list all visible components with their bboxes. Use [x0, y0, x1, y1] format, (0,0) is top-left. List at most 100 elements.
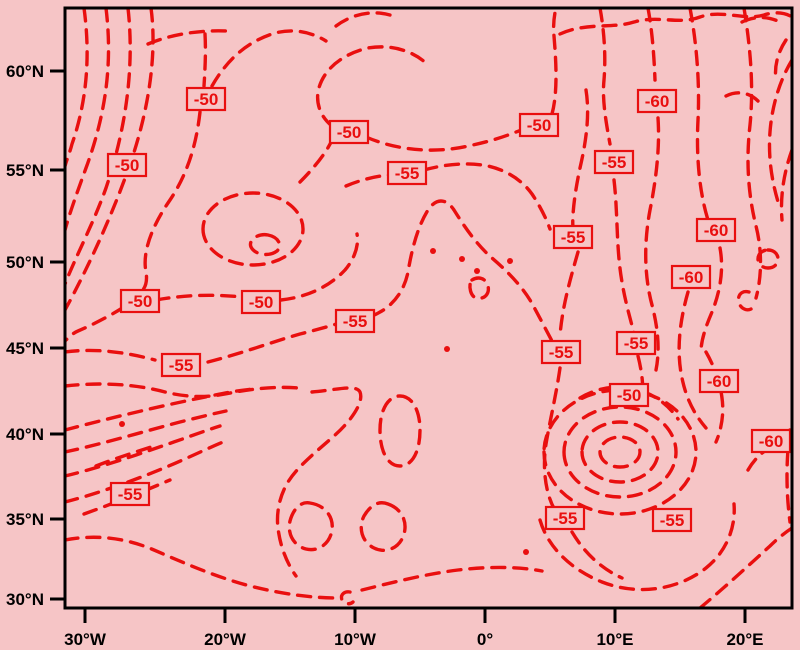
contour-line — [570, 530, 624, 580]
contour-line — [287, 501, 334, 552]
contour-line — [65, 387, 256, 432]
contour-label-text: -50 — [617, 386, 642, 405]
contour-line — [422, 162, 552, 231]
contour-line — [704, 350, 725, 444]
contour-line — [65, 409, 228, 454]
contour-label-text: -55 — [624, 334, 649, 353]
contour-line — [724, 91, 760, 103]
contour-line — [756, 248, 780, 270]
contour-label: -60 — [695, 217, 737, 243]
contour-line — [154, 293, 244, 302]
contour-label-text: -55 — [553, 509, 578, 528]
x-tick-label: 0° — [477, 630, 493, 649]
contour-label: -50 — [106, 152, 148, 178]
contour-label-box — [328, 119, 370, 145]
contour-label-box — [386, 160, 428, 186]
contour-label: -55 — [540, 339, 582, 365]
contour-line — [146, 29, 228, 46]
contour-dot — [430, 248, 436, 254]
contour-line — [210, 29, 328, 88]
contour-line — [699, 246, 724, 354]
y-tick-label: 40°N — [6, 425, 44, 444]
contour-label-text: -55 — [549, 343, 574, 362]
contour-label-text: -60 — [645, 92, 670, 111]
contour-label-box — [240, 289, 282, 315]
contour-line — [334, 11, 392, 28]
contour-line — [135, 110, 202, 297]
x-tick-label: 30°W — [64, 630, 107, 649]
contour-line — [698, 526, 792, 608]
contour-line — [736, 289, 753, 312]
contour-line — [378, 394, 422, 468]
contour-label: -60 — [750, 428, 792, 454]
contour-label-text: -55 — [660, 511, 685, 530]
contour-label-box — [518, 112, 560, 138]
contour-line — [65, 8, 111, 232]
contour-label-text: -55 — [343, 312, 368, 331]
contour-line — [206, 321, 342, 364]
y-tick-label: 55°N — [6, 161, 44, 180]
contour-label: -55 — [334, 308, 376, 334]
contour-label-text: -50 — [115, 156, 140, 175]
x-tick-label: 20°E — [726, 630, 763, 649]
contour-line — [598, 435, 642, 469]
contour-label: -50 — [119, 288, 161, 314]
contour-label: -60 — [636, 88, 678, 114]
contour-label-box — [695, 217, 737, 243]
y-tick-label: 45°N — [6, 339, 44, 358]
contour-dot — [459, 256, 465, 262]
contour-line — [65, 438, 230, 504]
contour-dot — [474, 268, 480, 274]
contour-line — [65, 348, 157, 362]
contour-line — [468, 276, 491, 301]
contour-line — [359, 501, 407, 553]
contour-line — [558, 250, 580, 338]
contour-label: -50 — [608, 382, 650, 408]
contour-label-box — [608, 382, 650, 408]
contour-line — [248, 232, 282, 257]
contour-label: -55 — [160, 352, 202, 378]
contour-line — [65, 305, 126, 343]
contour-line — [688, 8, 710, 222]
contour-label: -55 — [544, 505, 586, 531]
contour-label: -55 — [651, 507, 693, 533]
contour-label-box — [593, 149, 635, 175]
contour-line — [65, 8, 132, 286]
contour-label: -50 — [328, 119, 370, 145]
contour-label: -50 — [240, 289, 282, 315]
contour-line — [364, 126, 528, 152]
contour-label-text: -50 — [527, 116, 552, 135]
contour-label-box — [119, 288, 161, 314]
y-axis: 60°N 55°N 50°N 45°N 40°N 35°N 30°N — [6, 62, 65, 609]
contour-dot — [444, 346, 450, 352]
contour-line — [742, 8, 763, 300]
contour-line — [344, 173, 392, 188]
contour-label: -55 — [615, 330, 657, 356]
contour-label-box — [615, 330, 657, 356]
contour-label-box — [160, 352, 202, 378]
plot-frame — [63, 6, 794, 610]
contour-label-text: -60 — [707, 372, 732, 391]
contour-dot — [523, 549, 529, 555]
contour-line — [773, 38, 788, 82]
contour-line — [646, 8, 657, 82]
contour-line — [767, 58, 792, 210]
contour-label: -55 — [552, 224, 594, 250]
contour-label-text: -55 — [118, 485, 143, 504]
contour-label: -55 — [109, 481, 151, 507]
contour-label-box — [670, 264, 712, 290]
y-tick-label: 30°N — [6, 590, 44, 609]
contour-label-box — [552, 224, 594, 250]
contour-line — [580, 420, 660, 484]
contour-label-text: -55 — [602, 153, 627, 172]
contour-line — [779, 148, 792, 222]
contour-label-box — [106, 152, 148, 178]
contour-line — [65, 535, 340, 600]
contour-line — [550, 8, 558, 116]
contour-line — [558, 11, 792, 36]
contour-line — [65, 8, 89, 168]
contour-line — [571, 88, 590, 230]
contour-line — [339, 590, 355, 606]
contour-dot — [119, 421, 125, 427]
